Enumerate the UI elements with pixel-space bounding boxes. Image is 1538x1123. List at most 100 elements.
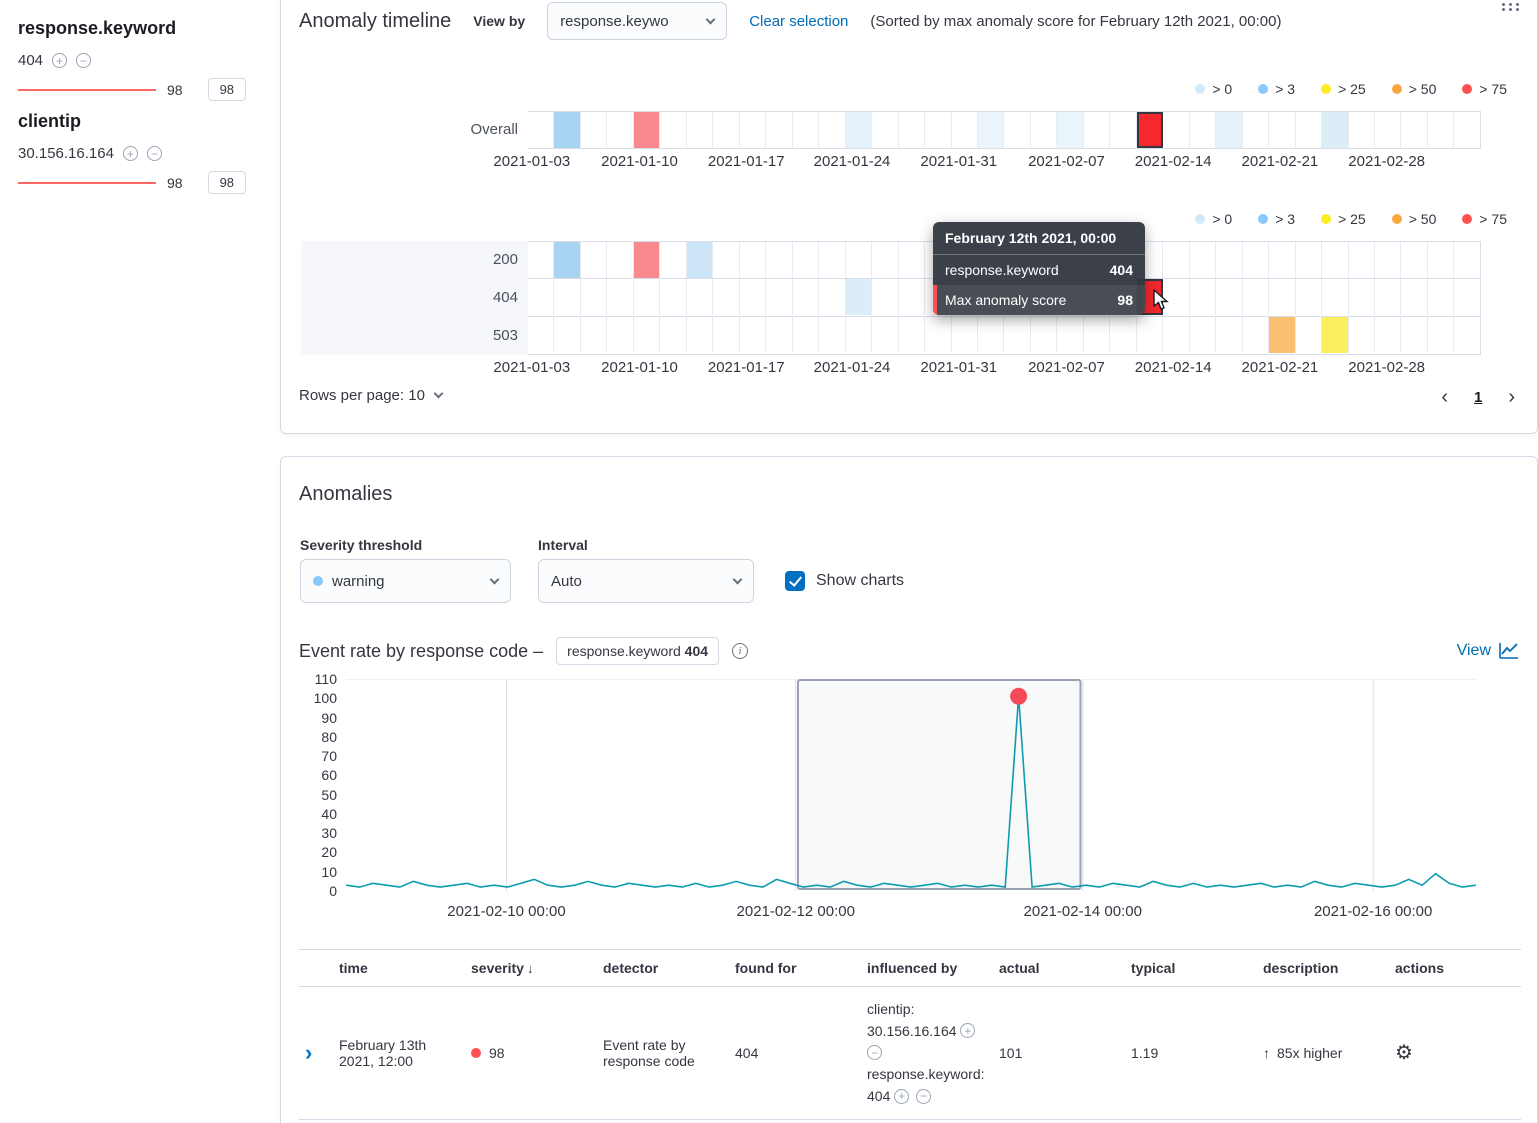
swimlane-cell[interactable]: [1427, 279, 1455, 315]
previous-page-icon[interactable]: ‹: [1441, 386, 1448, 408]
swimlane-cell[interactable]: [686, 112, 714, 148]
page-number[interactable]: 1: [1473, 388, 1483, 406]
header-actual[interactable]: actual: [999, 960, 1040, 976]
swimlane-cell[interactable]: [1348, 317, 1375, 353]
swimlane-cell[interactable]: [1427, 112, 1455, 148]
swimlane-cell[interactable]: [872, 112, 899, 148]
swimlane-cell[interactable]: [633, 317, 661, 353]
swimlane-cell[interactable]: [660, 317, 687, 353]
expand-row-icon[interactable]: ›: [305, 1040, 313, 1066]
remove-filter-icon[interactable]: −: [916, 1088, 932, 1104]
remove-filter-icon[interactable]: −: [76, 53, 92, 68]
swimlane-cell[interactable]: [819, 317, 846, 353]
swimlane-cell[interactable]: [977, 317, 1005, 353]
swimlane-cell[interactable]: [1295, 317, 1323, 353]
swimlane-cell[interactable]: [713, 242, 740, 278]
swimlane-cell[interactable]: [1216, 317, 1243, 353]
swimlane-cell[interactable]: [1401, 112, 1428, 148]
swimlane-cell[interactable]: [1348, 242, 1375, 278]
swimlane-cell[interactable]: [898, 317, 926, 353]
swimlane-cell[interactable]: [766, 112, 793, 148]
swimlane-cell[interactable]: [1322, 317, 1349, 353]
swimlane-cell[interactable]: [580, 242, 608, 278]
swimlane-cell[interactable]: [1030, 112, 1058, 148]
swimlane-cell[interactable]: [713, 112, 740, 148]
add-filter-icon[interactable]: +: [52, 53, 68, 68]
swimlane-cell[interactable]: [686, 279, 714, 315]
swimlane-cell[interactable]: [660, 242, 687, 278]
swimlane-cell[interactable]: [1136, 317, 1164, 353]
swimlane-cell[interactable]: [1004, 112, 1031, 148]
swimlane-cell[interactable]: [1375, 112, 1402, 148]
swimlane-cell[interactable]: [1004, 317, 1031, 353]
swimlane-cell[interactable]: [580, 279, 608, 315]
swimlane-cell[interactable]: [1242, 279, 1270, 315]
swimlane-cell[interactable]: [739, 279, 767, 315]
swimlane-cell[interactable]: [528, 279, 555, 315]
swimlane-cell[interactable]: [713, 317, 740, 353]
swimlane-cell[interactable]: [580, 112, 608, 148]
swimlane-cell[interactable]: [872, 279, 899, 315]
swimlane-cell[interactable]: [1454, 112, 1480, 148]
add-filter-icon[interactable]: +: [894, 1088, 910, 1104]
swimlane-cell[interactable]: [977, 112, 1005, 148]
swimlane-cell[interactable]: [898, 279, 926, 315]
swimlane-cell[interactable]: [1189, 279, 1217, 315]
swimlane-cell[interactable]: [660, 279, 687, 315]
swimlane-cell[interactable]: [1322, 279, 1349, 315]
remove-filter-icon[interactable]: −: [146, 146, 162, 161]
swimlane-cell[interactable]: [1083, 112, 1111, 148]
swimlane-cell[interactable]: [872, 317, 899, 353]
severity-threshold-select[interactable]: warning: [300, 559, 511, 603]
header-found-for[interactable]: found for: [735, 960, 797, 976]
swimlane-cell[interactable]: [607, 279, 634, 315]
swimlane-cell[interactable]: [686, 317, 714, 353]
swimlane-cell[interactable]: [633, 242, 661, 278]
swimlane-cell[interactable]: [1401, 317, 1428, 353]
swimlane-cell[interactable]: [713, 279, 740, 315]
gear-icon[interactable]: ⚙: [1395, 1042, 1413, 1065]
swimlane-cell[interactable]: [1163, 242, 1190, 278]
swimlane-cell[interactable]: [1269, 279, 1296, 315]
add-filter-icon[interactable]: +: [122, 146, 138, 161]
swimlane-cell[interactable]: [898, 112, 926, 148]
swimlane-cell[interactable]: [1163, 317, 1190, 353]
swimlane-cell[interactable]: [1030, 317, 1058, 353]
swimlane-cell[interactable]: [1375, 242, 1402, 278]
view-chart-link[interactable]: View: [1457, 642, 1519, 660]
swimlane-cell[interactable]: [1427, 242, 1455, 278]
swimlane-cell[interactable]: [1083, 317, 1111, 353]
swimlane-cell[interactable]: [1110, 317, 1137, 353]
swimlane-cell[interactable]: [819, 242, 846, 278]
swimlane-cell[interactable]: [845, 279, 873, 315]
swimlane-cell[interactable]: [951, 317, 978, 353]
panel-options-icon[interactable]: [1502, 3, 1521, 11]
swimlane-cell[interactable]: [1348, 112, 1375, 148]
header-detector[interactable]: detector: [603, 960, 659, 976]
next-page-icon[interactable]: ›: [1508, 386, 1515, 408]
swimlane-cell[interactable]: [898, 242, 926, 278]
remove-filter-icon[interactable]: −: [867, 1045, 882, 1061]
swimlane-cell[interactable]: [1216, 242, 1243, 278]
header-typical[interactable]: typical: [1131, 960, 1176, 976]
swimlane-cell[interactable]: [607, 317, 634, 353]
interval-select[interactable]: Auto: [538, 559, 754, 603]
swimlane-cell[interactable]: [925, 112, 952, 148]
clear-selection-link[interactable]: Clear selection: [749, 12, 849, 30]
swimlane-cell[interactable]: [1269, 242, 1296, 278]
swimlane-cell[interactable]: [1375, 279, 1402, 315]
swimlane-cell[interactable]: [554, 242, 581, 278]
header-description[interactable]: description: [1263, 960, 1339, 976]
swimlane-cell[interactable]: [1295, 279, 1323, 315]
swimlane-cell[interactable]: [739, 317, 767, 353]
swimlane-cell[interactable]: [1348, 279, 1375, 315]
swimlane-cell[interactable]: [660, 112, 687, 148]
swimlane-cell[interactable]: [1242, 317, 1270, 353]
swimlane-cell[interactable]: [1427, 317, 1455, 353]
swimlane-cell[interactable]: [1454, 242, 1480, 278]
swimlane-cell[interactable]: [633, 279, 661, 315]
info-icon[interactable]: i: [732, 643, 749, 659]
swimlane-cell[interactable]: [554, 112, 581, 148]
swimlane-cell[interactable]: [1375, 317, 1402, 353]
swimlane-cell[interactable]: [872, 242, 899, 278]
